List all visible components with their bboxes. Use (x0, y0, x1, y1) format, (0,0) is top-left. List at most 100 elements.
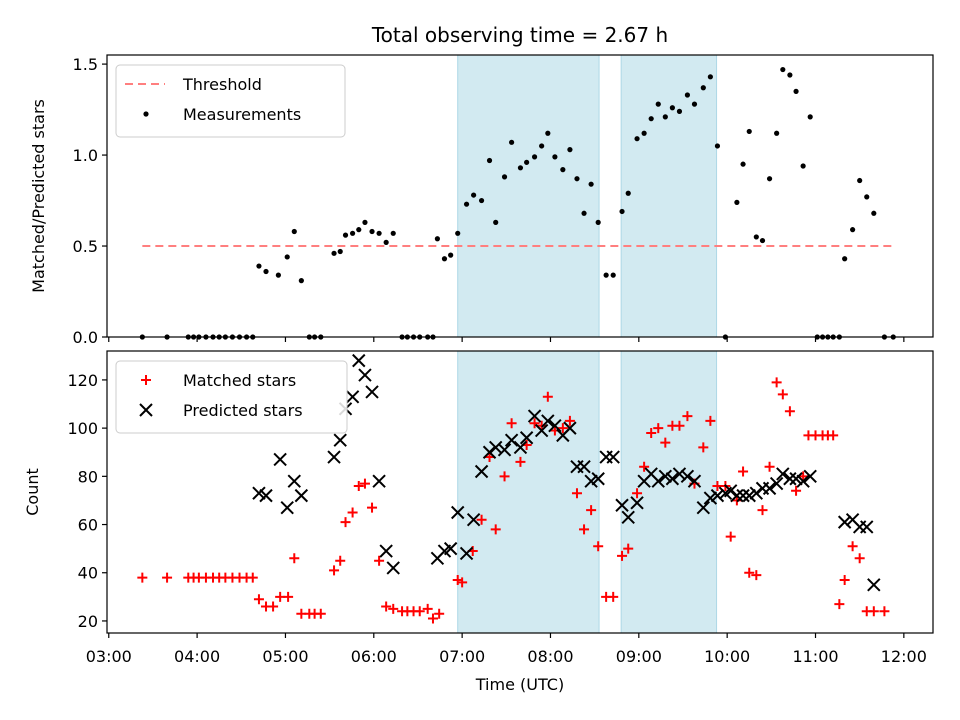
series-matched-stars (137, 377, 890, 624)
data-point (548, 419, 562, 433)
data-point (660, 437, 671, 448)
legend-predicted-swatch (139, 403, 153, 417)
data-point (634, 136, 640, 142)
x-tick-label: 12:00 (881, 647, 927, 666)
x-axis-label: Time (UTC) (475, 675, 564, 694)
data-point (329, 565, 340, 576)
data-point (793, 88, 799, 94)
x-tick-label: 05:00 (262, 647, 308, 666)
data-point (369, 228, 375, 235)
data-point (451, 505, 465, 520)
top-panel: 0.0 0.5 1.0 1.5 Matched/Predicted stars Thres… (29, 54, 934, 347)
data-point (256, 263, 262, 269)
data-point (374, 555, 385, 566)
data-point (780, 66, 786, 73)
data-point (552, 154, 558, 160)
data-point (376, 230, 382, 236)
data-point (850, 227, 856, 233)
data-point (696, 500, 711, 515)
data-point (353, 480, 364, 491)
chart-title: Total observing time = 2.67 h (371, 23, 668, 47)
y-tick-label: 80 (78, 467, 98, 486)
data-point (740, 161, 746, 167)
y-tick-label: 100 (67, 419, 98, 438)
data-point (315, 608, 326, 619)
data-point (531, 154, 538, 160)
data-point (764, 461, 775, 472)
data-point (488, 440, 503, 455)
series-measurements (139, 66, 896, 340)
data-point (455, 230, 461, 236)
x-tick-label: 11:00 (792, 647, 838, 666)
data-point (367, 502, 378, 513)
y-tick-label: 1.0 (73, 146, 98, 165)
data-point (493, 219, 499, 225)
data-point (606, 450, 620, 464)
data-point (653, 423, 664, 434)
data-point (736, 488, 750, 503)
data-point (703, 491, 718, 505)
x-tick-label: 08:00 (527, 647, 573, 666)
data-point (784, 406, 795, 417)
data-point (655, 101, 661, 107)
data-point (787, 72, 793, 78)
data-point (879, 606, 890, 617)
data-point (742, 488, 756, 503)
data-point (707, 74, 713, 80)
legend-label: Threshold (182, 75, 262, 94)
data-point (529, 418, 540, 429)
data-point (291, 228, 297, 235)
data-point (259, 488, 273, 503)
data-point (807, 114, 813, 120)
data-point (700, 85, 706, 91)
x-tick-label: 10:00 (704, 647, 750, 666)
plot-frame (106, 350, 934, 634)
data-point (478, 197, 485, 204)
data-point (519, 431, 534, 445)
data-point (335, 555, 346, 566)
data-point (273, 452, 287, 467)
data-point (803, 469, 817, 484)
data-point (800, 163, 806, 169)
data-point (441, 256, 448, 262)
data-point (687, 474, 702, 488)
data-point (672, 467, 687, 481)
data-point (388, 603, 399, 614)
data-point (358, 368, 372, 382)
data-point (283, 591, 294, 602)
data-point (774, 130, 780, 136)
data-point (571, 488, 582, 499)
data-point (734, 199, 740, 205)
y-tick-label: 0.5 (73, 237, 98, 256)
data-point (513, 440, 528, 455)
y-tick-label: 1.5 (73, 55, 98, 74)
data-point (434, 608, 445, 619)
data-point (422, 603, 433, 614)
data-point (379, 544, 393, 558)
data-point (359, 478, 370, 489)
data-point (751, 570, 762, 581)
legend-label: Measurements (183, 105, 301, 124)
data-point (484, 452, 495, 463)
data-point (474, 464, 489, 479)
y-tick-label: 40 (78, 564, 98, 583)
data-point (365, 385, 379, 399)
data-point (386, 561, 400, 575)
y-tick-label: 60 (78, 516, 98, 535)
observing-window-2 (620, 54, 718, 338)
data-point (842, 256, 848, 262)
data-point (557, 423, 568, 434)
data-point (263, 268, 269, 275)
data-point (497, 443, 512, 457)
data-point (588, 181, 594, 187)
data-point (593, 541, 604, 552)
data-point (854, 553, 865, 564)
data-point (783, 472, 797, 486)
data-point (541, 414, 555, 428)
y-axis-label: Count (23, 468, 42, 516)
legend-measurements-swatch (143, 111, 149, 117)
data-point (610, 272, 616, 278)
data-point (414, 606, 425, 617)
data-point (560, 167, 566, 173)
